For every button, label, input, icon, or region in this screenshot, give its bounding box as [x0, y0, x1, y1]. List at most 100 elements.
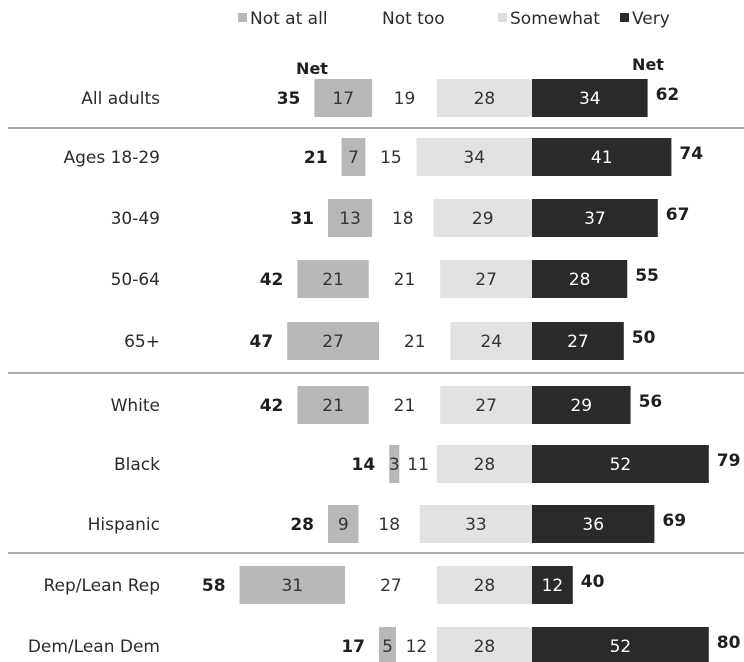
net-positive-dem-lean-dem: 80	[717, 633, 741, 653]
bar-label-white-not-too: 21	[394, 396, 416, 416]
bar-ages-18-29-very	[532, 138, 672, 176]
row-all-adults: All adults 17 19 28 34 35 62	[81, 79, 679, 117]
bar-label-dem-lean-dem-very: 52	[610, 637, 632, 657]
row-label-hispanic: Hispanic	[88, 515, 160, 535]
net-positive-black: 79	[717, 451, 741, 471]
bar-black-very	[532, 445, 709, 483]
bar-label-dem-lean-dem-somewhat: 28	[474, 637, 496, 657]
legend-swatch-very	[620, 13, 629, 22]
bar-white-very	[532, 386, 631, 424]
bar-ages-18-29-not-at-all	[341, 138, 366, 176]
bar-rep-lean-rep-not-too	[345, 566, 437, 604]
legend-label-not-too: Not too	[382, 9, 445, 29]
bar-label-all-adults-somewhat: 28	[474, 89, 496, 109]
bar-hispanic-very	[532, 505, 655, 543]
bar-label-black-somewhat: 28	[474, 455, 496, 475]
row-label-ages-18-29: Ages 18-29	[63, 148, 160, 168]
bar-white-somewhat	[440, 386, 532, 424]
row-30-49: 30-49 13 18 29 37 31 67	[111, 199, 690, 237]
bar-label-hispanic-very: 36	[582, 515, 604, 535]
bar-label-dem-lean-dem-not-too: 12	[406, 637, 428, 657]
bar-black-not-at-all	[389, 445, 400, 483]
bar-ages-18-29-not-too	[365, 138, 417, 176]
bar-dem-lean-dem-very	[532, 627, 709, 662]
row-label-all-adults: All adults	[81, 89, 160, 109]
net-negative-50-64: 42	[260, 270, 284, 290]
bar-65-not-too	[379, 322, 451, 360]
bar-label-black-not-too: 11	[407, 455, 429, 475]
bar-black-somewhat	[436, 445, 532, 483]
bar-label-all-adults-not-at-all: 17	[332, 89, 354, 109]
net-negative-65: 47	[250, 332, 274, 352]
bar-50-64-very	[532, 260, 628, 298]
legend: Not at all Not too Somewhat Very	[238, 9, 670, 29]
bar-label-rep-lean-rep-very: 12	[542, 576, 564, 596]
row-rep-lean-rep: Rep/Lean Rep 31 27 28 12 58 40	[43, 566, 605, 604]
bar-label-white-not-at-all: 21	[322, 396, 344, 416]
bar-rep-lean-rep-somewhat	[436, 566, 532, 604]
bar-rep-lean-rep-not-at-all	[239, 566, 345, 604]
bar-all-adults-somewhat	[436, 79, 532, 117]
bar-white-not-at-all	[297, 386, 369, 424]
net-negative-white: 42	[260, 396, 284, 416]
bar-dem-lean-dem-not-too	[396, 627, 437, 662]
legend-swatch-not-at-all	[238, 13, 247, 22]
bar-50-64-somewhat	[440, 260, 532, 298]
row-white: White 21 21 27 29 42 56	[111, 386, 663, 424]
row-label-rep-lean-rep: Rep/Lean Rep	[43, 576, 160, 596]
legend-label-somewhat: Somewhat	[510, 9, 600, 29]
bar-label-hispanic-not-at-all: 9	[338, 515, 349, 535]
bar-white-not-too	[368, 386, 441, 424]
row-label-dem-lean-dem: Dem/Lean Dem	[28, 637, 160, 657]
bar-label-ages-18-29-not-too: 15	[380, 148, 402, 168]
bar-label-65-not-at-all: 27	[322, 332, 344, 352]
row-label-30-49: 30-49	[111, 209, 160, 229]
net-negative-all-adults: 35	[277, 89, 301, 109]
net-negative-30-49: 31	[290, 209, 314, 229]
bar-label-white-very: 29	[570, 396, 592, 416]
row-label-65: 65+	[124, 332, 160, 352]
bar-label-50-64-not-at-all: 21	[322, 270, 344, 290]
bar-rep-lean-rep-very	[532, 566, 573, 604]
bar-all-adults-very	[532, 79, 648, 117]
net-positive-30-49: 67	[666, 205, 690, 225]
row-black: Black 3 11 28 52 14 79	[114, 445, 740, 483]
net-negative-black: 14	[352, 455, 376, 475]
bar-label-65-very: 27	[567, 332, 589, 352]
bar-black-not-too	[399, 445, 437, 483]
bar-label-rep-lean-rep-somewhat: 28	[474, 576, 496, 596]
bar-label-ages-18-29-somewhat: 34	[463, 148, 485, 168]
bar-65-somewhat	[450, 322, 532, 360]
bar-label-30-49-somewhat: 29	[472, 209, 494, 229]
bar-50-64-not-at-all	[297, 260, 369, 298]
bar-label-ages-18-29-not-at-all: 7	[348, 148, 359, 168]
net-positive-hispanic: 69	[662, 511, 686, 531]
bar-label-rep-lean-rep-not-too: 27	[380, 576, 402, 596]
bar-label-hispanic-not-too: 18	[378, 515, 400, 535]
bar-label-dem-lean-dem-not-at-all: 5	[382, 637, 393, 657]
bar-label-black-not-at-all: 3	[389, 455, 400, 475]
bar-50-64-not-too	[368, 260, 441, 298]
bar-30-49-somewhat	[433, 199, 532, 237]
bar-label-50-64-not-too: 21	[394, 270, 416, 290]
bar-30-49-not-too	[372, 199, 434, 237]
row-label-black: Black	[114, 455, 160, 475]
row-label-white: White	[111, 396, 160, 416]
net-negative-ages-18-29: 21	[304, 148, 328, 168]
net-negative-hispanic: 28	[290, 515, 314, 535]
bar-label-65-not-too: 21	[404, 332, 426, 352]
bar-hispanic-somewhat	[419, 505, 532, 543]
net-positive-all-adults: 62	[656, 85, 680, 105]
legend-label-very: Very	[632, 9, 670, 29]
net-positive-white: 56	[639, 392, 663, 412]
net-header-right: Net	[632, 55, 664, 74]
bar-label-hispanic-somewhat: 33	[465, 515, 487, 535]
bar-label-black-very: 52	[610, 455, 632, 475]
bar-label-rep-lean-rep-not-at-all: 31	[281, 576, 303, 596]
bar-65-not-at-all	[287, 322, 379, 360]
bar-label-all-adults-not-too: 19	[394, 89, 416, 109]
bar-label-50-64-somewhat: 27	[475, 270, 497, 290]
net-negative-dem-lean-dem: 17	[341, 637, 365, 657]
